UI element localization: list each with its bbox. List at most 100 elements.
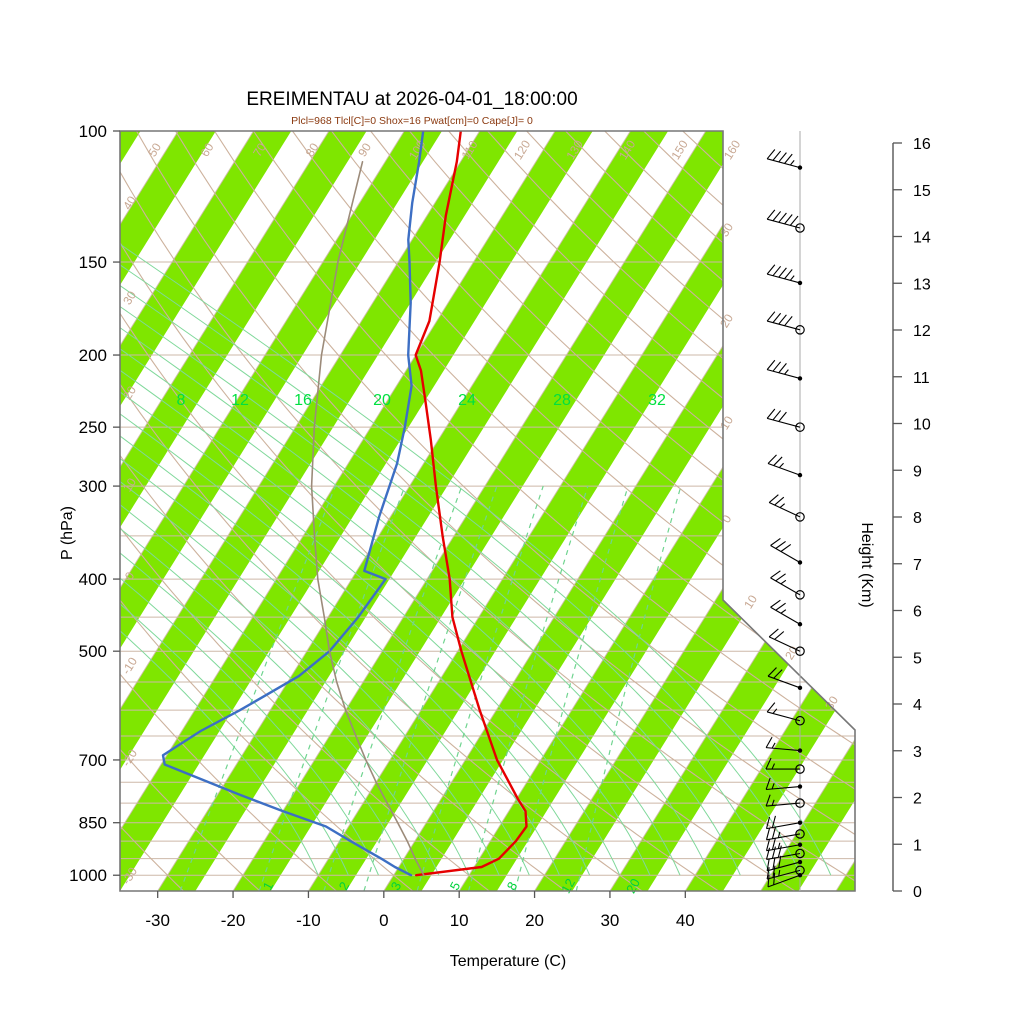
page-title: EREIMENTAU at 2026-04-01_18:00:00 — [246, 89, 577, 110]
barb-level-dot — [797, 748, 803, 753]
barb-level-circle — [795, 325, 805, 335]
height-tick-label: 14 — [913, 230, 931, 247]
theta-e-label: 8 — [177, 392, 186, 409]
barb-level-dot — [797, 560, 803, 565]
wind-barb — [767, 667, 801, 689]
wind-barb — [768, 628, 801, 652]
wind-barb — [765, 837, 801, 852]
profile-temperature — [414, 131, 528, 877]
wind-barb — [765, 777, 801, 791]
wind-barb — [766, 209, 801, 229]
pressure-tick-label: 500 — [79, 642, 107, 661]
barb-level-circle — [795, 223, 805, 233]
barb-level-circle — [795, 764, 805, 774]
x-tick-label: 10 — [450, 911, 469, 930]
wind-barb — [770, 599, 801, 625]
barb-level-dot — [797, 685, 803, 691]
x-tick-label: 20 — [525, 911, 544, 930]
barb-level-dot — [797, 472, 803, 478]
height-tick-label: 6 — [913, 604, 922, 621]
wind-barb — [765, 757, 800, 770]
height-tick-label: 7 — [913, 557, 922, 574]
pressure-tick-label: 150 — [79, 253, 107, 272]
profile-parcel — [310, 161, 425, 876]
height-tick-label: 13 — [913, 276, 931, 293]
x-tick-label: 0 — [379, 911, 388, 930]
x-tick-label: 30 — [600, 911, 619, 930]
pressure-tick-label: 1000 — [69, 866, 107, 885]
theta-e-label: 16 — [294, 392, 312, 409]
plot-border — [119, 130, 856, 892]
barb-level-dot — [797, 280, 803, 286]
theta-e-label: 24 — [458, 392, 476, 409]
barb-level-dot — [797, 842, 803, 847]
wind-barb — [765, 794, 801, 807]
barb-level-circle — [795, 848, 805, 859]
barb-level-circle — [795, 798, 805, 808]
pressure-tick-label: 700 — [79, 751, 107, 770]
barb-level-circle — [795, 646, 805, 656]
wind-barb — [766, 702, 801, 722]
wind-barb — [766, 264, 801, 284]
height-tick-label: 9 — [913, 463, 922, 480]
pressure-tick-label: 300 — [79, 477, 107, 496]
height-tick-label: 16 — [913, 136, 931, 153]
moist-adiabat-grid — [120, 131, 832, 876]
height-tick-label: 8 — [913, 510, 922, 527]
pressure-axis: 100 150 200 250 300 400 500 700 850 1000 — [69, 122, 120, 885]
height-tick-label: 15 — [913, 183, 931, 200]
theta-e-label: 20 — [373, 392, 391, 409]
height-tick-label: 3 — [913, 744, 922, 761]
wind-barb — [767, 872, 801, 888]
right-axis-label: Height (Km) — [858, 522, 875, 607]
x-tick-label: -30 — [145, 911, 170, 930]
wind-barb — [766, 865, 801, 880]
height-tick-label: 5 — [913, 650, 922, 667]
x-axis-label: Temperature (C) — [450, 953, 566, 970]
profile-dewpoint — [161, 131, 425, 877]
height-tick-label: 12 — [913, 323, 931, 340]
wind-barb — [766, 149, 801, 169]
x-tick-label: -20 — [221, 911, 246, 930]
wind-barb-column — [765, 131, 805, 891]
wind-barb — [767, 454, 801, 476]
barb-level-dot — [797, 859, 803, 865]
x-tick-label: -10 — [296, 911, 321, 930]
wind-barb — [766, 359, 801, 379]
wind-barb — [766, 855, 801, 872]
height-tick-label: 10 — [913, 417, 931, 434]
stability-indices: Plcl=968 Tlcl[C]=0 Shox=16 Pwat[cm]=0 Ca… — [291, 115, 533, 127]
barb-level-circle — [795, 829, 805, 839]
pressure-tick-label: 100 — [79, 122, 107, 141]
barb-level-circle — [795, 715, 805, 726]
wind-barb — [766, 408, 801, 428]
barb-level-circle — [795, 865, 805, 876]
barb-level-dot — [797, 820, 803, 825]
wind-barb — [765, 736, 801, 752]
height-tick-label: 1 — [913, 837, 922, 854]
wind-barb — [768, 494, 801, 518]
wind-barb — [770, 538, 801, 563]
barb-level-circle — [795, 590, 805, 600]
pressure-tick-label: 400 — [79, 570, 107, 589]
wind-barb — [770, 570, 801, 596]
height-tick-label: 2 — [913, 791, 922, 808]
barb-level-circle — [795, 512, 805, 522]
theta-e-label: 32 — [648, 392, 666, 409]
barb-level-dot — [797, 376, 803, 381]
barb-level-circle — [795, 422, 805, 432]
height-tick-label: 11 — [913, 370, 930, 387]
x-tick-label: 40 — [676, 911, 695, 930]
pressure-tick-label: 850 — [79, 814, 107, 833]
sounding-profiles — [161, 131, 528, 877]
pressure-tick-label: 200 — [79, 346, 107, 365]
wind-barb — [766, 311, 801, 331]
barb-level-dot — [797, 784, 803, 789]
mixing-ratio-grid — [179, 485, 682, 891]
wind-barb — [765, 815, 801, 830]
barb-level-dot — [797, 622, 803, 627]
pressure-tick-label: 250 — [79, 418, 107, 437]
